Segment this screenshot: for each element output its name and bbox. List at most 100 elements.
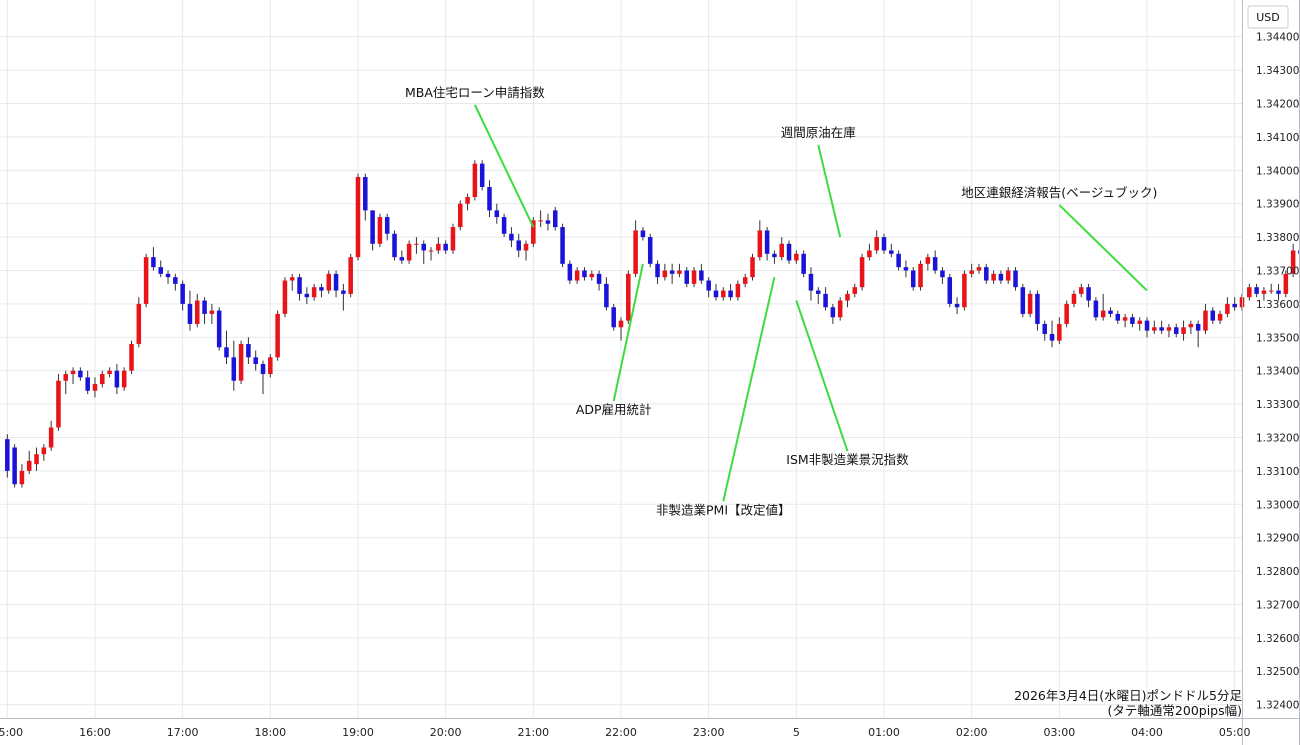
annotation-label: ISM非製造業景況指数	[786, 452, 909, 467]
y-tick-label: 1.33600	[1256, 299, 1299, 311]
y-tick-label: 1.34400	[1256, 32, 1299, 44]
candle-body	[881, 237, 887, 251]
candle-body	[216, 310, 222, 348]
candle-body	[699, 270, 704, 281]
candle-body	[801, 253, 806, 274]
candle-body	[1195, 323, 1201, 331]
candle-body	[384, 217, 390, 234]
candle-body	[355, 176, 361, 258]
annotation-label: 地区連銀経済報告(ベージュブック)	[961, 185, 1157, 200]
candle-body	[596, 273, 602, 284]
x-tick-label: 05:00	[1219, 726, 1251, 739]
y-tick-label: 1.32800	[1256, 566, 1299, 578]
candle-body	[669, 270, 675, 274]
x-tick-label: 19:00	[342, 726, 374, 739]
candle-body	[180, 283, 185, 304]
x-tick-label: 02:00	[956, 726, 988, 739]
currency-label: USD	[1256, 11, 1280, 24]
candle-body	[706, 280, 711, 291]
candle-body	[1013, 270, 1018, 288]
candle-body	[406, 243, 412, 261]
candle-body	[567, 263, 573, 281]
candle-body	[158, 267, 163, 274]
candle-body	[618, 320, 624, 328]
y-tick-label: 1.34100	[1256, 132, 1299, 144]
candle-body	[246, 343, 251, 358]
candle-body	[70, 370, 76, 375]
y-tick-label: 1.33900	[1256, 199, 1299, 211]
candle-body	[874, 237, 879, 251]
candle-body	[1130, 317, 1135, 324]
candle-body	[165, 273, 171, 278]
candle-body	[640, 230, 646, 238]
candle-body	[954, 303, 960, 308]
candle-body	[1079, 287, 1084, 294]
candle-body	[560, 227, 565, 264]
x-tick-label: 20:00	[430, 726, 462, 739]
candles	[5, 160, 1300, 488]
annotation-leader-line	[473, 104, 535, 228]
grid	[0, 0, 1242, 718]
y-tick-label: 1.33000	[1256, 499, 1299, 511]
candle-body	[764, 230, 770, 254]
candle-body	[545, 220, 551, 224]
candle-body	[574, 270, 580, 281]
candle-body	[458, 203, 463, 228]
candle-body	[655, 263, 660, 278]
y-tick-label: 1.33400	[1256, 366, 1299, 378]
candle-body	[370, 210, 375, 244]
candle-body	[984, 267, 989, 281]
candle-body	[1166, 327, 1172, 331]
y-tick-label: 1.33300	[1256, 399, 1299, 411]
candle-body	[1276, 290, 1281, 294]
y-tick-label: 1.33700	[1256, 266, 1299, 278]
candle-body	[487, 187, 492, 211]
candle-body	[333, 273, 339, 291]
candle-body	[443, 243, 448, 251]
candle-body	[377, 217, 383, 244]
annotation-label: 非製造業PMI【改定値】	[656, 502, 791, 517]
candle-body	[713, 290, 719, 298]
candle-body	[304, 293, 310, 298]
candle-body	[114, 370, 120, 388]
candle-body	[297, 277, 302, 294]
candle-body	[837, 300, 843, 318]
candle-body	[12, 447, 17, 485]
candle-body	[260, 364, 266, 375]
candle-body	[750, 257, 755, 278]
candle-body	[1254, 287, 1259, 294]
x-tick-label: 04:00	[1131, 726, 1163, 739]
candle-body	[677, 270, 682, 274]
candle-body	[319, 287, 324, 291]
candle-body	[1268, 290, 1274, 292]
candle-body	[151, 257, 156, 268]
candle-body	[253, 357, 258, 365]
candle-body	[399, 257, 405, 261]
candle-body	[268, 357, 273, 375]
candle-body	[991, 273, 996, 281]
candle-body	[662, 270, 668, 278]
y-tick-label: 1.32600	[1256, 633, 1299, 645]
y-tick-label: 1.34300	[1256, 65, 1299, 77]
x-tick-label: 17:00	[167, 726, 199, 739]
candle-body	[1108, 310, 1113, 314]
candle-body	[947, 277, 953, 304]
candle-body	[436, 243, 441, 251]
candle-body	[100, 374, 105, 385]
x-tick-label: 03:00	[1044, 726, 1076, 739]
candle-body	[1210, 310, 1216, 321]
candle-body	[428, 250, 434, 252]
candle-body	[742, 277, 748, 284]
candle-body	[859, 257, 865, 288]
candle-body	[786, 243, 792, 261]
candle-body	[209, 310, 215, 314]
candle-body	[808, 273, 814, 291]
candle-body	[363, 176, 368, 211]
x-tick-label: 5	[793, 726, 800, 739]
candle-body	[311, 287, 317, 298]
x-tick-label: 23:00	[693, 726, 725, 739]
candle-body	[1181, 327, 1186, 334]
candle-body	[1217, 313, 1223, 321]
candle-body	[48, 427, 54, 448]
